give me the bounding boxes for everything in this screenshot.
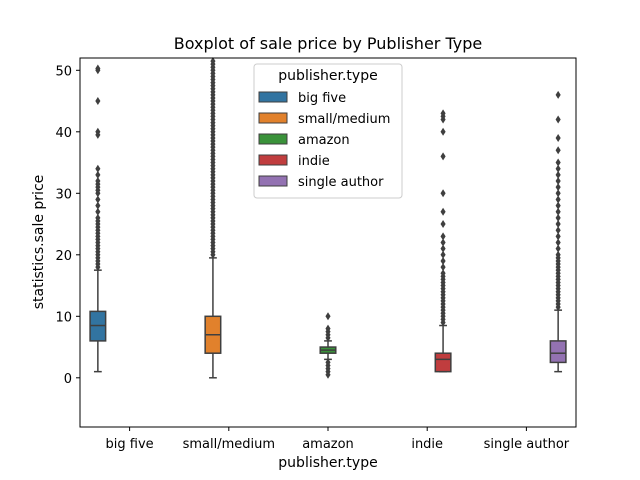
- legend-label: indie: [298, 154, 330, 169]
- outlier-point: [95, 195, 101, 204]
- y-tick-label: 50: [55, 64, 72, 79]
- legend-label: big five: [298, 91, 346, 106]
- boxes-layer: [89, 57, 567, 379]
- outlier-point: [325, 312, 331, 321]
- outlier-point: [440, 263, 446, 272]
- legend-frame: [253, 63, 403, 199]
- outlier-point: [555, 115, 561, 124]
- y-axis-label: statistics.sale price: [31, 175, 47, 310]
- x-tick-label: single author: [484, 437, 570, 452]
- outlier-point: [95, 177, 101, 185]
- outlier-point: [440, 127, 446, 136]
- outlier-point: [95, 201, 101, 210]
- legend: publisher.type big five small/medium amazo…: [253, 63, 403, 199]
- outlier-point: [95, 207, 101, 216]
- legend-item-indie: indie: [258, 154, 330, 169]
- box-group-single-author: [549, 90, 567, 373]
- outlier-point: [440, 207, 446, 216]
- outlier-point: [555, 146, 561, 155]
- outlier-point: [555, 164, 561, 173]
- outlier-point: [555, 226, 561, 235]
- y-tick-label: 10: [55, 310, 72, 325]
- x-tick-label: amazon: [302, 437, 354, 452]
- legend-label: single author: [298, 175, 384, 190]
- outlier-point: [325, 358, 331, 367]
- legend-items: big five small/medium amazon indie single au…: [258, 91, 390, 190]
- legend-swatch: [258, 175, 288, 187]
- legend-item-small-medium: small/medium: [258, 112, 390, 127]
- outlier-point: [555, 201, 561, 210]
- x-axis-label: publisher.type: [278, 455, 377, 471]
- outlier-point: [440, 256, 446, 265]
- outlier-point: [555, 133, 561, 142]
- legend-swatch: [258, 91, 288, 103]
- legend-item-single-author: single author: [258, 175, 384, 190]
- outlier-point: [555, 207, 561, 216]
- outlier-point: [325, 324, 331, 333]
- legend-title: publisher.type: [278, 68, 377, 84]
- outlier-point: [440, 269, 446, 278]
- outlier-point: [555, 232, 561, 241]
- outlier-point: [555, 183, 561, 192]
- outlier-point: [555, 195, 561, 204]
- box-group-big-five: [89, 64, 107, 373]
- outlier-point: [95, 97, 101, 106]
- legend-label: amazon: [298, 133, 350, 148]
- outlier-point: [210, 57, 216, 66]
- legend-item-big-five: big five: [258, 91, 346, 106]
- y-tick-label: 40: [55, 126, 72, 141]
- chart-title: Boxplot of sale price by Publisher Type: [174, 34, 482, 53]
- outlier-point: [555, 238, 561, 247]
- box-group-indie: [434, 109, 452, 373]
- y-tick-label: 0: [64, 372, 72, 387]
- outlier-point: [555, 170, 561, 179]
- outlier-point: [440, 238, 446, 247]
- legend-swatch: [258, 133, 288, 145]
- box: [434, 352, 452, 373]
- outlier-point: [95, 170, 101, 179]
- legend-item-amazon: amazon: [258, 133, 350, 148]
- outlier-point: [440, 189, 446, 198]
- outlier-point: [555, 244, 561, 253]
- outlier-point: [555, 189, 561, 198]
- y-tick-label: 20: [55, 249, 72, 264]
- outlier-point: [440, 220, 446, 229]
- outlier-point: [555, 220, 561, 229]
- x-axis-ticks: big five small/medium amazon indie single au…: [106, 427, 570, 452]
- outlier-point: [440, 250, 446, 259]
- outlier-point: [95, 64, 101, 73]
- y-tick-label: 30: [55, 187, 72, 202]
- outlier-point: [555, 250, 561, 259]
- outlier-point: [440, 109, 446, 118]
- x-tick-label: small/medium: [183, 437, 275, 452]
- outlier-point: [555, 213, 561, 222]
- outlier-point: [95, 127, 101, 136]
- outlier-point: [95, 164, 101, 173]
- outlier-point: [555, 90, 561, 99]
- outlier-point: [440, 232, 446, 241]
- outlier-point: [95, 213, 101, 222]
- box: [549, 340, 567, 364]
- legend-swatch: [258, 112, 288, 124]
- outlier-point: [440, 152, 446, 161]
- outlier-point: [440, 244, 446, 253]
- box-group-amazon: [319, 312, 337, 379]
- box-group-small-medium: [204, 57, 222, 379]
- y-axis-ticks: 0 10 20 30 40 50: [55, 64, 80, 387]
- x-tick-label: indie: [411, 437, 443, 452]
- outlier-point: [555, 158, 561, 167]
- x-tick-label: big five: [106, 437, 154, 452]
- legend-label: small/medium: [298, 112, 390, 127]
- outlier-point: [555, 177, 561, 185]
- legend-swatch: [258, 154, 288, 166]
